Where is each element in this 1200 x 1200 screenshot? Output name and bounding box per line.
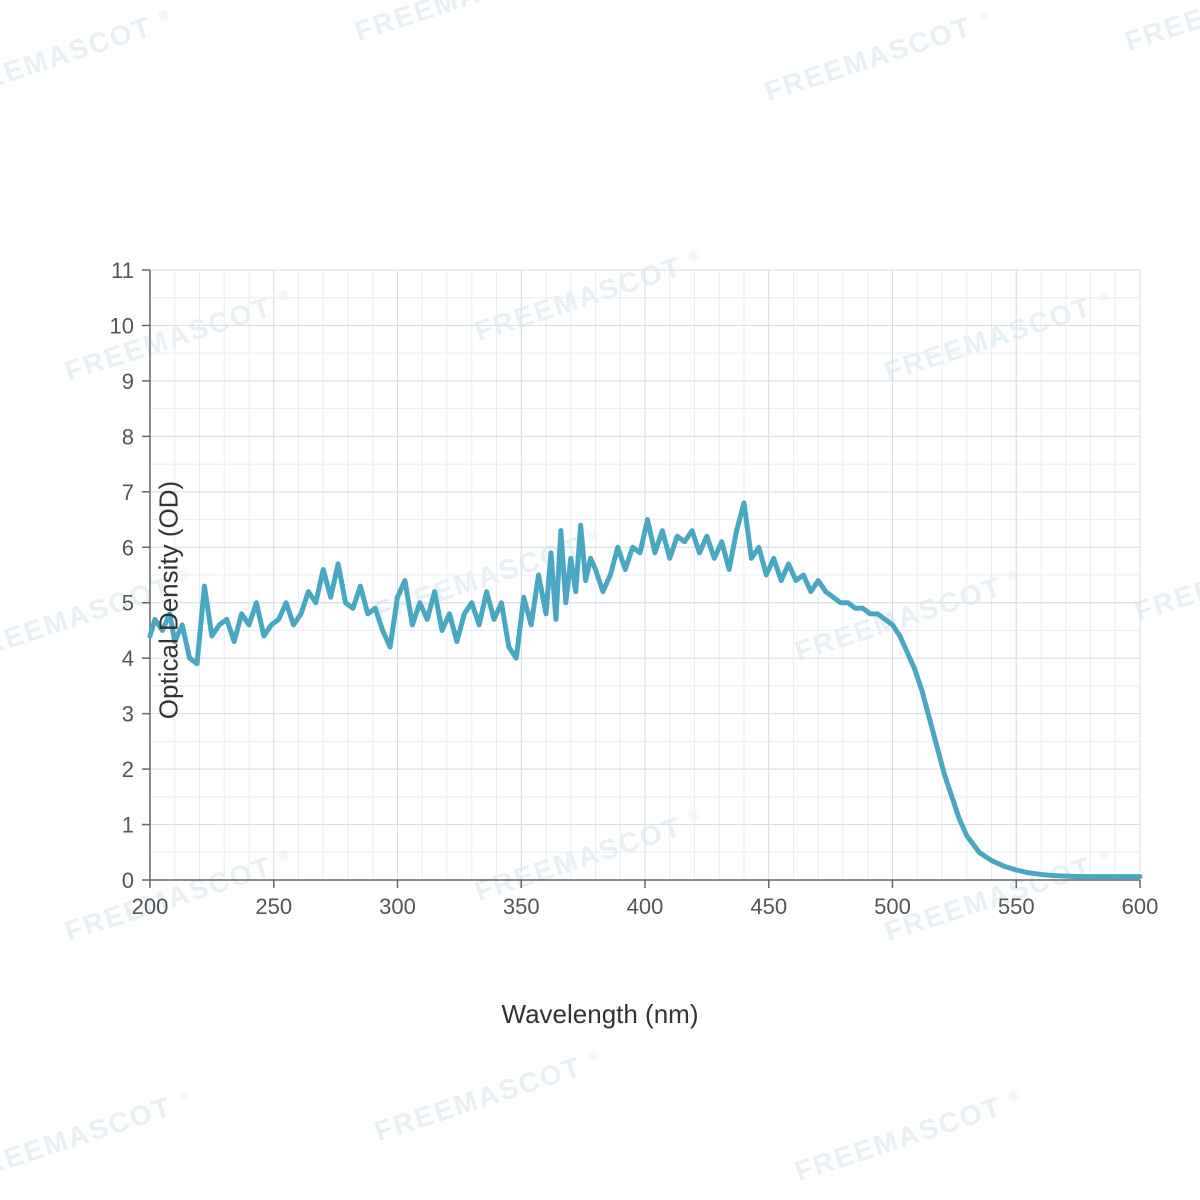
optical-density-chart: Optical Density (OD) 2002503003504004505… <box>40 260 1160 940</box>
svg-text:600: 600 <box>1122 894 1159 919</box>
svg-text:8: 8 <box>122 424 134 449</box>
chart-svg: 200 250 300 350 400 450 500 550 600 0 1 2 3 4 5 6 7 8 9 10 1… <box>40 260 1160 940</box>
svg-text:250: 250 <box>255 894 292 919</box>
svg-text:7: 7 <box>122 480 134 505</box>
svg-text:500: 500 <box>874 894 911 919</box>
svg-text:550: 550 <box>998 894 1035 919</box>
svg-text:3: 3 <box>122 702 134 727</box>
svg-text:5: 5 <box>122 591 134 616</box>
svg-text:2: 2 <box>122 757 134 782</box>
svg-text:11: 11 <box>111 260 134 283</box>
svg-text:200: 200 <box>132 894 169 919</box>
svg-text:1: 1 <box>122 813 134 838</box>
svg-text:350: 350 <box>503 894 540 919</box>
svg-text:450: 450 <box>750 894 787 919</box>
svg-text:300: 300 <box>379 894 416 919</box>
svg-text:0: 0 <box>122 868 134 893</box>
svg-text:9: 9 <box>122 369 134 394</box>
y-axis-label: Optical Density (OD) <box>154 481 185 719</box>
svg-text:6: 6 <box>122 535 134 560</box>
svg-text:4: 4 <box>122 646 134 671</box>
svg-text:400: 400 <box>627 894 664 919</box>
x-axis-label: Wavelength (nm) <box>502 999 699 1030</box>
svg-text:10: 10 <box>110 313 134 338</box>
